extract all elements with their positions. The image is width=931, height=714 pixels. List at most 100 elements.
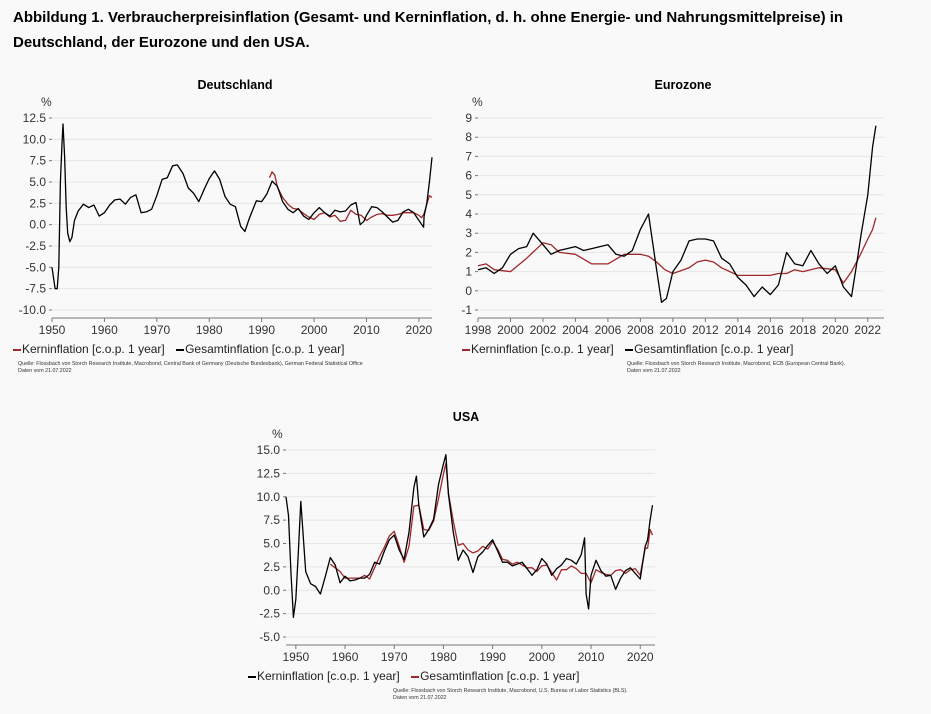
y-unit-label: % xyxy=(472,95,483,109)
legend-label-core: Kerninflation [c.o.p. 1 year] xyxy=(22,342,165,356)
y-tick-label: 7.5 xyxy=(29,154,46,168)
series-line-headline xyxy=(285,454,654,619)
chart-eurozone: Eurozone % -1 0 1 2 3 4 5 6 7 8 9 1998 2000 2002 2004 2… xyxy=(461,78,884,337)
x-tick-label: 1970 xyxy=(381,650,408,664)
x-tick-label: 2014 xyxy=(724,323,751,337)
y-tick-label: 8 xyxy=(465,130,472,144)
x-tick-label: 2000 xyxy=(528,650,555,664)
y-tick-label: 5.0 xyxy=(263,537,280,551)
figure-title: Abbildung 1. Verbraucherpreisinflation (… xyxy=(13,9,844,51)
legend-item-headline: Gesamtinflation [c.o.p. 1 year] xyxy=(625,342,794,356)
x-tick-label: 1980 xyxy=(430,650,457,664)
legend-label-headline: Gesamtinflation [c.o.p. 1 year] xyxy=(634,342,794,356)
y-tick-label: 12.5 xyxy=(23,111,47,125)
y-tick-label: -5.0 xyxy=(259,630,280,644)
legend-item-headline: Gesamtinflation [c.o.p. 1 year] xyxy=(176,342,345,356)
x-tick-label: 2020 xyxy=(406,323,433,337)
y-tick-label: 7.5 xyxy=(263,513,280,527)
y-tick-label: -7.5 xyxy=(25,282,46,296)
y-tick-label: 3 xyxy=(465,226,472,240)
source-note: Quelle: Flossbach von Storch Research In… xyxy=(393,688,628,702)
x-tick-label: 1990 xyxy=(248,323,275,337)
chart-legend: Kerninflation [c.o.p. 1 year] Gesamtinfl… xyxy=(248,669,588,683)
legend-label-core: Kerninflation [c.o.p. 1 year] xyxy=(257,669,400,683)
y-tick-label: -2.5 xyxy=(25,239,46,253)
y-tick-label: 0 xyxy=(465,284,472,298)
y-tick-label: 5.0 xyxy=(29,175,46,189)
source-note: Quelle: Flossbach von Storch Research In… xyxy=(18,361,363,375)
legend-swatch-headline xyxy=(625,348,634,351)
data-date: Daten vom 21.07.2022 xyxy=(627,368,681,374)
y-tick-label: 10.0 xyxy=(257,490,281,504)
source-line: Quelle: Flossbach von Storch Research In… xyxy=(627,361,846,367)
y-unit-label: % xyxy=(272,427,283,441)
y-tick-label: 0.0 xyxy=(29,218,46,232)
x-tick-label: 2020 xyxy=(822,323,849,337)
series-line-core xyxy=(329,462,654,584)
data-date: Daten vom 21.07.2022 xyxy=(18,368,72,374)
legend-swatch-headline xyxy=(176,348,185,351)
x-tick-label: 2020 xyxy=(627,650,654,664)
x-tick-label: 1998 xyxy=(465,323,492,337)
x-tick-label: 1950 xyxy=(282,650,309,664)
x-tick-label: 1990 xyxy=(479,650,506,664)
x-tick-label: 1980 xyxy=(196,323,223,337)
y-tick-label: -2.5 xyxy=(259,607,280,621)
y-tick-label: 0.0 xyxy=(263,583,280,597)
chart-title: Deutschland xyxy=(197,78,272,92)
legend-item-core: Kerninflation [c.o.p. 1 year] xyxy=(13,342,165,356)
y-tick-label: -1 xyxy=(461,303,472,317)
x-tick-label: 1960 xyxy=(332,650,359,664)
x-tick-label: 2002 xyxy=(530,323,557,337)
legend-item-headline: Gesamtinflation [c.o.p. 1 year] xyxy=(411,669,580,683)
y-tick-label: 15.0 xyxy=(257,443,281,457)
x-tick-label: 2010 xyxy=(578,650,605,664)
source-note: Quelle: Flossbach von Storch Research In… xyxy=(627,361,845,375)
y-tick-label: 5 xyxy=(465,188,472,202)
y-tick-label: 12.5 xyxy=(257,466,281,480)
y-tick-label: 2.5 xyxy=(29,196,46,210)
chart-legend: Kerninflation [c.o.p. 1 year] Gesamtinfl… xyxy=(462,342,802,356)
y-tick-label: 6 xyxy=(465,169,472,183)
chart-legend: Kerninflation [c.o.p. 1 year] Gesamtinfl… xyxy=(13,342,353,356)
x-tick-label: 1960 xyxy=(91,323,118,337)
legend-swatch-headline xyxy=(411,675,420,678)
series-line-headline xyxy=(477,125,877,303)
y-unit-label: % xyxy=(41,95,52,109)
x-tick-label: 2000 xyxy=(497,323,524,337)
y-tick-label: 4 xyxy=(465,207,472,221)
legend-item-core: Kerninflation [c.o.p. 1 year] xyxy=(248,669,400,683)
x-tick-label: 2010 xyxy=(660,323,687,337)
y-tick-label: -10.0 xyxy=(19,303,47,317)
y-tick-label: 10.0 xyxy=(23,132,47,146)
y-tick-label: 9 xyxy=(465,111,472,125)
x-tick-label: 1970 xyxy=(143,323,170,337)
x-tick-label: 2004 xyxy=(562,323,589,337)
series-line-core xyxy=(477,217,877,284)
source-line: Quelle: Flossbach von Storch Research In… xyxy=(393,688,628,694)
x-tick-label: 2016 xyxy=(757,323,784,337)
y-tick-label: 1 xyxy=(465,265,472,279)
x-tick-label: 2008 xyxy=(627,323,654,337)
y-tick-label: 2.5 xyxy=(263,560,280,574)
data-date: Daten vom 21.07.2022 xyxy=(393,695,447,701)
x-tick-label: 1950 xyxy=(39,323,66,337)
y-tick-label: 7 xyxy=(465,149,472,163)
legend-label-headline: Gesamtinflation [c.o.p. 1 year] xyxy=(420,669,580,683)
x-tick-label: 2012 xyxy=(692,323,719,337)
x-tick-label: 2010 xyxy=(353,323,380,337)
legend-swatch-core xyxy=(13,348,21,351)
source-line: Quelle: Flossbach von Storch Research In… xyxy=(18,361,363,367)
chart-title: USA xyxy=(453,410,479,424)
x-tick-label: 2022 xyxy=(854,323,881,337)
legend-swatch-core xyxy=(462,348,470,351)
series-line-headline xyxy=(51,123,433,290)
legend-item-core: Kerninflation [c.o.p. 1 year] xyxy=(462,342,614,356)
x-tick-label: 2018 xyxy=(789,323,816,337)
legend-swatch-core xyxy=(248,675,256,678)
chart-deutschland: Deutschland % -10.0 -7.5 -5.0 -2.5 0.0 2.5 5.0… xyxy=(19,78,433,337)
y-tick-label: -5.0 xyxy=(25,260,46,274)
legend-label-headline: Gesamtinflation [c.o.p. 1 year] xyxy=(185,342,345,356)
x-tick-label: 2006 xyxy=(595,323,622,337)
